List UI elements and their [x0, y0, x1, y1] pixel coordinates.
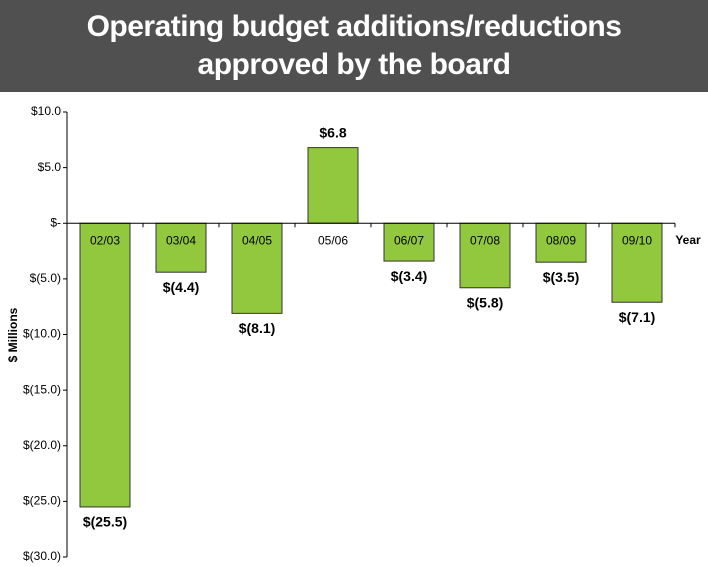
x-axis-label: Year — [675, 233, 701, 247]
x-tick-label: 06/07 — [394, 233, 424, 247]
y-tick-label: $(20.0) — [23, 438, 61, 452]
value-label: $(8.1) — [239, 320, 276, 336]
bar — [535, 222, 587, 263]
bar — [459, 222, 511, 289]
bar — [79, 222, 131, 508]
x-tick-label: 07/08 — [470, 233, 500, 247]
y-tick-label: $(5.0) — [30, 271, 61, 285]
x-tick-label: 05/06 — [318, 233, 348, 247]
bar — [383, 222, 435, 262]
x-tick-label: 03/04 — [166, 233, 196, 247]
chart-title: Operating budget additions/reductions ap… — [86, 10, 622, 81]
y-tick-label: $- — [50, 215, 61, 229]
y-tick-label: $(10.0) — [23, 327, 61, 341]
x-tick-label: 02/03 — [90, 233, 120, 247]
y-axis-label: $ Millions — [6, 307, 20, 362]
bar — [155, 222, 207, 273]
x-tick-label: 04/05 — [242, 233, 272, 247]
bar — [307, 147, 359, 224]
y-tick-label: $(30.0) — [23, 549, 61, 563]
value-label: $(3.5) — [543, 269, 580, 285]
value-label: $(7.1) — [619, 309, 656, 325]
bar — [611, 222, 663, 303]
value-label: $6.8 — [319, 124, 346, 140]
y-tick-label: $(25.0) — [23, 494, 61, 508]
value-label: $(3.4) — [391, 268, 428, 284]
value-label: $(5.8) — [467, 294, 504, 310]
y-tick-label: $(15.0) — [23, 382, 61, 396]
value-label: $(4.4) — [163, 279, 200, 295]
title-banner: Operating budget additions/reductions ap… — [0, 0, 708, 92]
x-tick-label: 09/10 — [622, 233, 652, 247]
y-tick-label: $10.0 — [31, 104, 61, 118]
value-label: $(25.5) — [83, 514, 127, 530]
x-tick-label: 08/09 — [546, 233, 576, 247]
y-tick-label: $5.0 — [38, 160, 62, 174]
